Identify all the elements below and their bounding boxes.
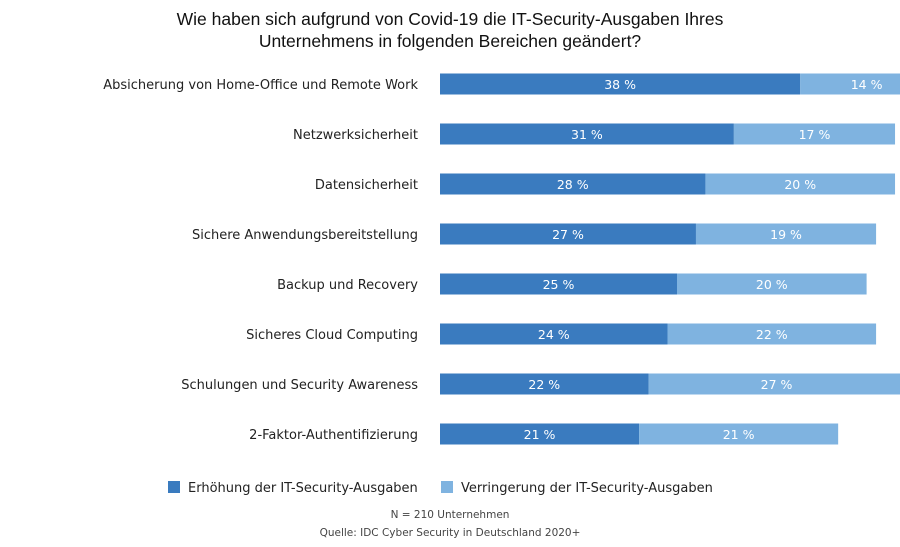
bar-segment	[440, 373, 649, 395]
data-label: 14 %	[851, 77, 883, 92]
data-label: 17 %	[799, 127, 831, 142]
bar-segment	[440, 123, 734, 145]
category-label: 2-Faktor-Authentifizierung	[249, 428, 418, 443]
category-label: Datensicherheit	[315, 178, 418, 193]
bar-segment	[440, 223, 696, 245]
category-label: Absicherung von Home-Office und Remote W…	[103, 78, 418, 93]
bar-segment	[648, 373, 900, 395]
data-label: 22 %	[756, 327, 788, 342]
chart-title: Wie haben sich aufgrund von Covid-19 die…	[0, 8, 900, 52]
bar-segment	[440, 423, 640, 445]
data-label: 20 %	[784, 177, 816, 192]
data-label: 31 %	[571, 127, 603, 142]
category-label: Netzwerksicherheit	[293, 128, 418, 143]
bar-segment	[733, 123, 896, 145]
bar-segment	[440, 73, 801, 95]
data-label: 25 %	[543, 277, 575, 292]
legend-swatch	[441, 481, 453, 493]
bar-segment	[677, 273, 867, 295]
legend-label: Verringerung der IT-Security-Ausgaben	[461, 481, 713, 496]
category-label: Sichere Anwendungsbereitstellung	[192, 228, 418, 243]
chart-title-line-1: Wie haben sich aufgrund von Covid-19 die…	[176, 9, 724, 29]
category-label: Schulungen und Security Awareness	[181, 378, 418, 393]
bar-segment	[667, 323, 877, 345]
data-label: 27 %	[552, 227, 584, 242]
legend-swatch	[168, 481, 180, 493]
data-label: 28 %	[557, 177, 589, 192]
data-label: 21 %	[723, 427, 755, 442]
legend-label: Erhöhung der IT-Security-Ausgaben	[188, 481, 418, 496]
data-label: 20 %	[756, 277, 788, 292]
chart-title-line-2: Unternehmens in folgenden Bereichen geän…	[258, 31, 642, 51]
bar-segment	[440, 323, 668, 345]
data-label: 19 %	[770, 227, 802, 242]
data-label: 24 %	[538, 327, 570, 342]
bar-segment	[440, 273, 677, 295]
data-label: 27 %	[761, 377, 793, 392]
category-label: Sicheres Cloud Computing	[246, 328, 418, 343]
data-label: 21 %	[524, 427, 556, 442]
data-label: 22 %	[528, 377, 560, 392]
data-label: 38 %	[604, 77, 636, 92]
category-label: Backup und Recovery	[277, 278, 418, 293]
bar-segment	[695, 223, 877, 245]
bar-segment	[440, 173, 706, 195]
footnote: Quelle: IDC Cyber Security in Deutschlan…	[320, 527, 581, 539]
bar-segment	[800, 73, 900, 95]
footnote: N = 210 Unternehmen	[391, 509, 510, 521]
bar-segment	[705, 173, 896, 195]
bar-segment	[639, 423, 839, 445]
